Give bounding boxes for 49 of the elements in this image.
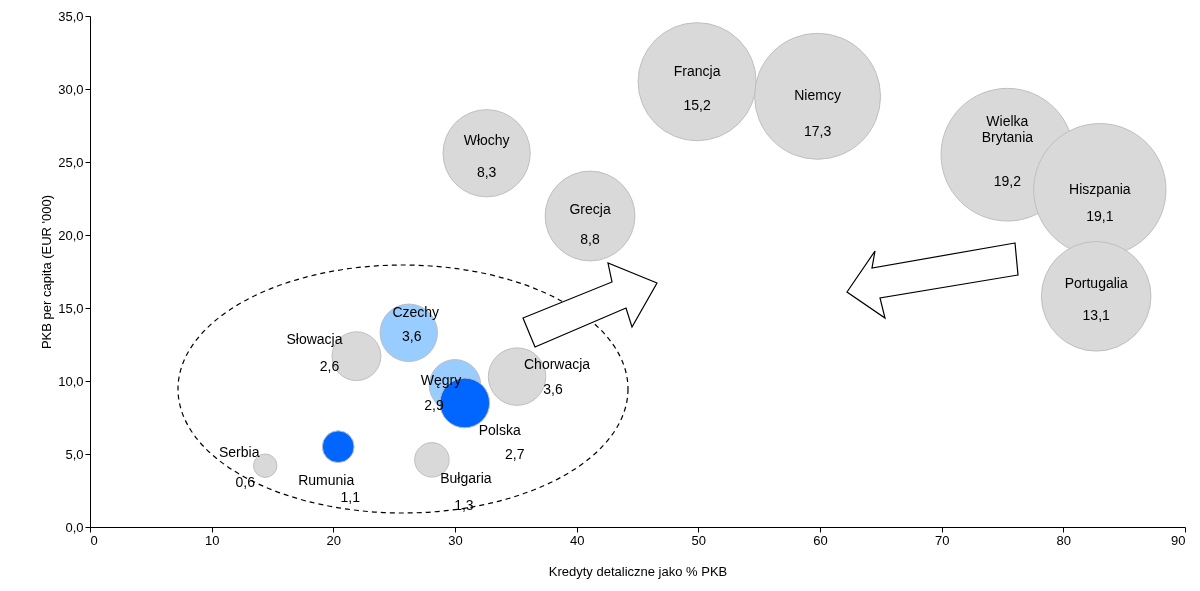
x-axis-title: Kredyty detaliczne jako % PKB (548, 563, 728, 579)
annotation: Polska (478, 421, 521, 438)
annotation: Bułgaria (440, 469, 492, 486)
annotation: Chorwacja (523, 355, 591, 372)
data-label: 17,3 (803, 123, 832, 140)
data-label: 3,6 (402, 327, 422, 344)
y-tick-label: 15,0 (58, 300, 84, 316)
data-label: 2,7 (505, 445, 525, 462)
x-tick-label: 90 (1171, 532, 1186, 548)
x-tick-label: 30 (448, 532, 463, 548)
x-tick-label: 40 (569, 532, 585, 548)
y-tick-label: 0,0 (65, 519, 84, 535)
x-tick-label: 10 (204, 532, 220, 548)
x-tick-label: 0 (90, 532, 98, 548)
annotation: Portugalia (1064, 275, 1128, 292)
x-tick-label: 60 (813, 532, 828, 548)
y-tick-label: 10,0 (58, 373, 84, 389)
data-label: 13,1 (1082, 307, 1111, 324)
annotation: Słowacja (286, 331, 343, 348)
data-label: 1,1 (340, 488, 361, 505)
data-label: 8,8 (580, 231, 600, 248)
annotation: Rumunia (298, 471, 355, 488)
x-tick-label: 70 (934, 532, 950, 548)
annotation: Wielka Brytania (981, 112, 1034, 145)
y-axis-title: PKB per capita (EUR '000) (39, 194, 55, 350)
data-label: 1,3 (454, 496, 474, 513)
y-tick-label: 20,0 (58, 227, 84, 243)
y-tick-label: 35,0 (58, 8, 84, 24)
y-tick-label: 30,0 (58, 81, 84, 97)
annotation: Węgry (420, 372, 462, 389)
x-tick-label: 20 (326, 532, 342, 548)
annotation: Grecja (569, 201, 611, 218)
data-label: 19,1 (1086, 207, 1114, 224)
y-tick-label: 5,0 (65, 446, 84, 462)
data-label: 8,3 (476, 164, 497, 181)
annotation: Niemcy (794, 87, 841, 104)
data-label: 3,6 (543, 380, 563, 397)
annotation: Francja (673, 62, 721, 79)
annotation: Serbia (218, 443, 260, 460)
data-label: 0,6 (235, 473, 256, 490)
y-tick-label: 25,0 (58, 154, 84, 170)
data-label: 2,6 (319, 358, 340, 375)
data-label: 19,2 (993, 172, 1022, 189)
x-tick-label: 50 (691, 532, 707, 548)
data-label: 15,2 (683, 96, 711, 113)
annotation: Hiszpania (1069, 180, 1131, 197)
annotation: Włochy (463, 132, 510, 149)
annotation: Czechy (392, 303, 440, 320)
x-tick-label: 80 (1056, 532, 1072, 548)
